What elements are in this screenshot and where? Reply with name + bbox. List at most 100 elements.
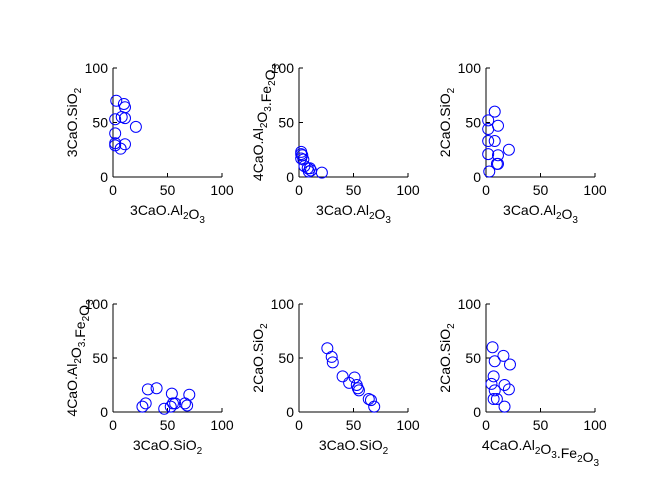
data-point bbox=[302, 165, 315, 178]
data-point bbox=[118, 112, 131, 125]
data-point bbox=[488, 135, 501, 148]
data-point bbox=[486, 341, 499, 354]
data-point bbox=[158, 402, 171, 415]
data-point bbox=[336, 370, 349, 383]
x-tick-label: 0 bbox=[482, 417, 490, 433]
data-point bbox=[129, 120, 142, 133]
scatter-panel-4: 0 50 100 0 50 100 3CaO.SiO2 4CaO.Al2O3.Fe2O3 bbox=[64, 296, 234, 457]
y-tick-label: 100 bbox=[458, 296, 482, 312]
data-point bbox=[483, 165, 496, 178]
x-axis-title: 3CaO.Al2O3 bbox=[130, 202, 205, 226]
data-point bbox=[181, 399, 194, 412]
data-point bbox=[136, 400, 149, 413]
data-point bbox=[502, 143, 515, 156]
y-axis-title: 4CaO.Al2O3.Fe2O3 bbox=[250, 63, 282, 181]
scatter-panel-3: 0 50 100 0 50 100 3CaO.Al2O3 2CaO.SiO2 bbox=[437, 60, 607, 226]
data-point bbox=[482, 123, 495, 136]
y-tick-label: 50 bbox=[465, 115, 481, 131]
scatter-panel-2: 0 50 100 0 50 100 3CaO.Al2O3 4CaO.Al2O3.Fe2O3 bbox=[250, 60, 420, 226]
data-point bbox=[491, 149, 504, 162]
data-point bbox=[482, 135, 495, 148]
x-axis-title: 3CaO.SiO2 bbox=[133, 437, 203, 457]
x-tick-label: 100 bbox=[210, 182, 234, 198]
data-point bbox=[139, 397, 152, 410]
x-axis-title: 3CaO.SiO2 bbox=[319, 437, 389, 457]
y-tick-label: 50 bbox=[465, 350, 481, 366]
data-point bbox=[183, 388, 196, 401]
y-tick-label: 50 bbox=[92, 115, 108, 131]
y-tick-label: 0 bbox=[286, 404, 294, 420]
data-point bbox=[488, 355, 501, 368]
x-tick-label: 100 bbox=[396, 417, 420, 433]
data-point bbox=[498, 379, 511, 391]
data-point bbox=[110, 94, 123, 107]
data-point bbox=[118, 138, 131, 151]
data-point bbox=[488, 105, 501, 118]
y-axis-title: 3CaO.SiO2 bbox=[64, 87, 84, 157]
data-point bbox=[364, 394, 377, 407]
data-point bbox=[326, 356, 339, 369]
data-point bbox=[368, 400, 381, 413]
data-point bbox=[150, 382, 163, 395]
data-point bbox=[487, 370, 500, 383]
y-tick-label: 0 bbox=[473, 169, 481, 185]
y-tick-label: 100 bbox=[85, 296, 109, 312]
y-tick-label: 0 bbox=[473, 404, 481, 420]
x-axis-title: 3CaO.Al2O3 bbox=[316, 202, 391, 226]
y-tick-label: 0 bbox=[100, 169, 108, 185]
x-axis-title: 4CaO.Al2O3.Fe2O3 bbox=[482, 437, 600, 469]
x-tick-label: 50 bbox=[533, 417, 549, 433]
data-point bbox=[482, 148, 495, 161]
data-point bbox=[295, 148, 308, 161]
data-point bbox=[321, 342, 334, 355]
y-tick-label: 50 bbox=[278, 350, 294, 366]
y-tick-label: 100 bbox=[271, 296, 295, 312]
data-point bbox=[498, 400, 511, 413]
data-point bbox=[114, 142, 127, 155]
data-point bbox=[488, 384, 501, 397]
data-point bbox=[141, 383, 154, 396]
x-tick-label: 0 bbox=[295, 182, 303, 198]
data-point bbox=[503, 358, 516, 371]
y-tick-label: 50 bbox=[92, 350, 108, 366]
data-point bbox=[490, 157, 503, 170]
data-point bbox=[352, 384, 365, 397]
y-tick-label: 0 bbox=[100, 404, 108, 420]
y-axis-title: 4CaO.Al2O3.Fe2O3 bbox=[64, 299, 96, 417]
x-tick-label: 50 bbox=[160, 417, 176, 433]
y-tick-label: 0 bbox=[286, 169, 294, 185]
data-point bbox=[164, 400, 177, 413]
x-tick-label: 50 bbox=[346, 417, 362, 433]
data-point bbox=[485, 377, 498, 390]
y-tick-label: 100 bbox=[271, 60, 295, 76]
y-axis-title: 2CaO.SiO2 bbox=[437, 87, 457, 157]
data-point bbox=[109, 113, 122, 126]
data-point bbox=[351, 382, 364, 395]
x-tick-label: 100 bbox=[210, 417, 234, 433]
data-point bbox=[325, 350, 338, 363]
data-point bbox=[497, 349, 510, 362]
data-point bbox=[482, 114, 495, 127]
data-point bbox=[295, 152, 308, 165]
data-point bbox=[491, 157, 504, 170]
y-axis-title: 2CaO.SiO2 bbox=[250, 323, 270, 393]
y-tick-label: 100 bbox=[85, 60, 109, 76]
x-tick-label: 0 bbox=[109, 182, 117, 198]
x-tick-label: 0 bbox=[482, 182, 490, 198]
y-axis-title: 2CaO.SiO2 bbox=[437, 323, 457, 393]
data-point bbox=[348, 371, 361, 384]
scatter-panel-6: 0 50 100 0 50 100 4CaO.Al2O3.Fe2O3 2CaO.SiO2 bbox=[437, 296, 607, 469]
x-tick-label: 50 bbox=[346, 182, 362, 198]
data-point bbox=[109, 127, 122, 140]
data-point bbox=[169, 397, 182, 410]
x-tick-label: 50 bbox=[533, 182, 549, 198]
scatter-panel-1: 0 50 100 0 50 100 3CaO.Al2O3 3CaO.SiO2 bbox=[64, 60, 234, 226]
scatter-panel-5: 0 50 100 0 50 100 3CaO.SiO2 2CaO.SiO2 bbox=[250, 296, 420, 457]
x-tick-label: 0 bbox=[109, 417, 117, 433]
x-tick-label: 0 bbox=[295, 417, 303, 433]
x-tick-label: 50 bbox=[160, 182, 176, 198]
x-tick-label: 100 bbox=[583, 182, 607, 198]
data-point bbox=[502, 383, 515, 396]
data-point bbox=[490, 393, 503, 406]
